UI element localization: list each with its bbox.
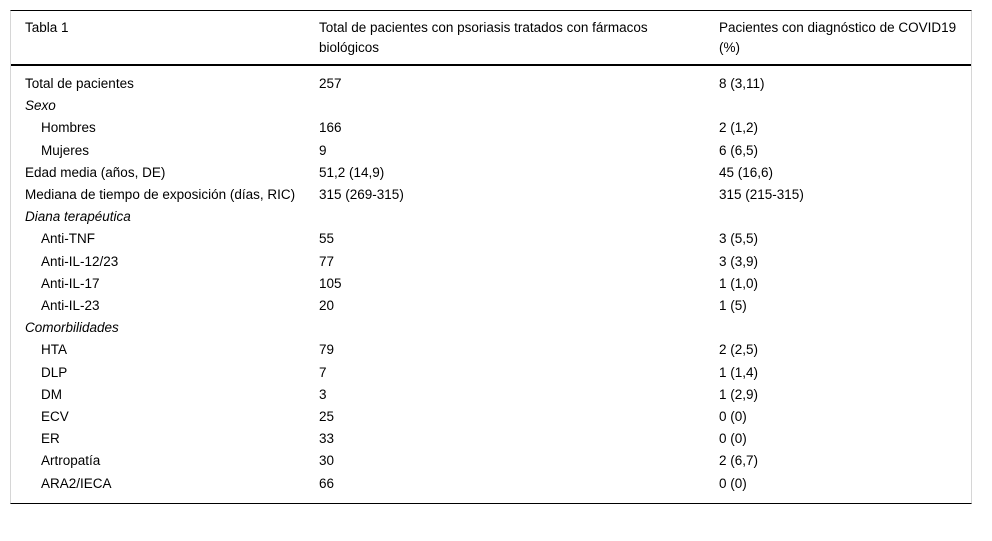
covid-value: 1 (1,0) xyxy=(719,275,759,291)
row-label: Diana terapéutica xyxy=(25,209,131,225)
section-row: Diana terapéutica xyxy=(11,206,971,228)
section-row: Comorbilidades xyxy=(11,317,971,339)
total-value: 66 xyxy=(319,475,335,491)
table-row: Anti-TNF 55 3 (5,5) xyxy=(11,228,971,250)
covid-value: 6 (6,5) xyxy=(719,142,759,158)
header-table-title: Tabla 1 xyxy=(11,11,305,66)
total-value xyxy=(305,95,705,117)
table-row: ECV 25 0 (0) xyxy=(11,406,971,428)
table-header: Tabla 1 Total de pacientes con psoriasis… xyxy=(11,11,971,66)
row-label: DLP xyxy=(41,364,68,380)
table-row: Anti-IL-23 20 1 (5) xyxy=(11,295,971,317)
covid-value: 3 (3,9) xyxy=(719,253,759,269)
total-value: 20 xyxy=(319,298,335,314)
covid-value: 0 (0) xyxy=(719,431,747,447)
header-row: Tabla 1 Total de pacientes con psoriasis… xyxy=(11,11,971,66)
row-label: HTA xyxy=(41,342,67,358)
table-row: Artropatía 30 2 (6,7) xyxy=(11,450,971,472)
table-row: DLP 7 1 (1,4) xyxy=(11,362,971,384)
header-total-patients: Total de pacientes con psoriasis tratado… xyxy=(305,11,705,66)
table-row: ARA2/IECA 66 0 (0) xyxy=(11,473,971,503)
row-label: Comorbilidades xyxy=(25,320,119,336)
patients-table-container: Tabla 1 Total de pacientes con psoriasis… xyxy=(10,10,972,504)
covid-value: 2 (2,5) xyxy=(719,342,759,358)
total-value: 315 (269-315) xyxy=(319,187,404,203)
table-row: Hombres 166 2 (1,2) xyxy=(11,117,971,139)
table-row: DM 3 1 (2,9) xyxy=(11,384,971,406)
row-label: Anti-TNF xyxy=(41,231,95,247)
table-row: Total de pacientes 257 8 (3,11) xyxy=(11,65,971,95)
total-value: 25 xyxy=(319,409,335,425)
total-value: 30 xyxy=(319,453,335,469)
row-label: Mediana de tiempo de exposición (días, R… xyxy=(25,187,296,203)
total-value: 257 xyxy=(319,76,342,91)
row-label: Anti-IL-17 xyxy=(41,275,100,291)
header-covid-diagnosed: Pacientes con diagnóstico de COVID19 (%) xyxy=(705,11,971,66)
total-value: 33 xyxy=(319,431,335,447)
row-label: ECV xyxy=(41,409,69,425)
covid-value: 315 (215-315) xyxy=(719,187,804,203)
total-value: 77 xyxy=(319,253,335,269)
row-label: Hombres xyxy=(41,120,96,136)
covid-value xyxy=(705,95,971,117)
total-value xyxy=(305,317,705,339)
covid-value xyxy=(705,317,971,339)
covid-value xyxy=(705,206,971,228)
total-value xyxy=(305,206,705,228)
covid-value: 3 (5,5) xyxy=(719,231,759,247)
total-value: 105 xyxy=(319,275,342,291)
row-label: ER xyxy=(41,431,60,447)
row-label: Mujeres xyxy=(41,142,90,158)
row-label: Artropatía xyxy=(41,453,101,469)
row-label: Edad media (años, DE) xyxy=(25,164,166,180)
row-label: Anti-IL-12/23 xyxy=(41,253,119,269)
section-row: Sexo xyxy=(11,95,971,117)
total-value: 79 xyxy=(319,342,335,358)
row-label: Total de pacientes xyxy=(25,76,134,91)
total-value: 166 xyxy=(319,120,342,136)
table-row: Mediana de tiempo de exposición (días, R… xyxy=(11,184,971,206)
covid-value: 1 (5) xyxy=(719,298,747,314)
patients-table: Tabla 1 Total de pacientes con psoriasis… xyxy=(11,11,971,503)
covid-value: 8 (3,11) xyxy=(719,76,765,91)
total-value: 51,2 (14,9) xyxy=(319,164,385,180)
total-value: 9 xyxy=(319,142,327,158)
total-value: 7 xyxy=(319,364,327,380)
table-row: ER 33 0 (0) xyxy=(11,428,971,450)
covid-value: 1 (2,9) xyxy=(719,386,759,402)
covid-value: 0 (0) xyxy=(719,475,747,491)
row-label: DM xyxy=(41,386,62,402)
total-value: 3 xyxy=(319,386,327,402)
total-value: 55 xyxy=(319,231,335,247)
row-label: Sexo xyxy=(25,98,56,114)
table-row: Anti-IL-17 105 1 (1,0) xyxy=(11,273,971,295)
table-row: Anti-IL-12/23 77 3 (3,9) xyxy=(11,251,971,273)
covid-value: 2 (1,2) xyxy=(719,120,759,136)
table-body: Total de pacientes 257 8 (3,11) Sexo Hom… xyxy=(11,65,971,503)
covid-value: 2 (6,7) xyxy=(719,453,759,469)
table-row: Mujeres 9 6 (6,5) xyxy=(11,140,971,162)
covid-value: 0 (0) xyxy=(719,409,747,425)
row-label: Anti-IL-23 xyxy=(41,298,100,314)
covid-value: 45 (16,6) xyxy=(719,164,774,180)
covid-value: 1 (1,4) xyxy=(719,364,759,380)
table-row: HTA 79 2 (2,5) xyxy=(11,339,971,361)
row-label: ARA2/IECA xyxy=(41,475,112,491)
table-row: Edad media (años, DE) 51,2 (14,9) 45 (16… xyxy=(11,162,971,184)
